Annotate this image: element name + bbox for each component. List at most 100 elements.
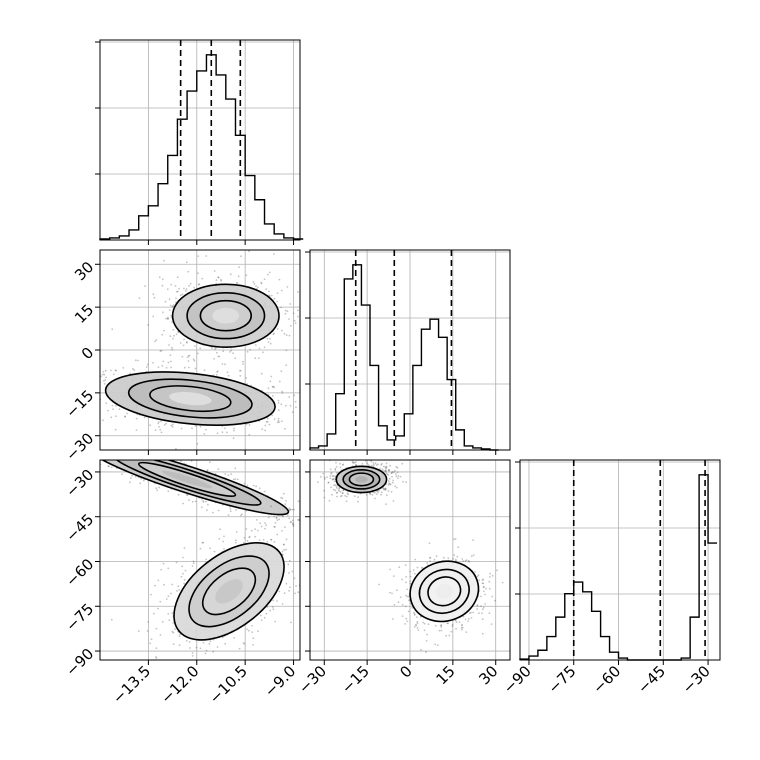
p20-point [353, 532, 355, 534]
p21-point [327, 481, 330, 484]
p10-point [224, 363, 226, 366]
p20-point [157, 455, 159, 457]
p10-point [183, 366, 186, 369]
p10-point [157, 366, 160, 369]
p21-point [330, 472, 332, 475]
p10-point [266, 337, 269, 340]
p20-point [167, 613, 170, 615]
p20-point [202, 501, 205, 503]
p10-point [171, 305, 174, 308]
p10-point [132, 367, 134, 370]
p10-point [294, 322, 297, 324]
p20-point [339, 530, 341, 532]
p10-point [176, 290, 179, 293]
p20-point [267, 516, 270, 519]
p21-point [485, 587, 487, 590]
p20-point [234, 467, 237, 470]
p21-point [375, 493, 378, 495]
p20-point [113, 446, 115, 448]
p20-point [106, 454, 108, 456]
p20-point [291, 523, 294, 526]
p20-point [96, 453, 98, 455]
p21-point [468, 561, 470, 563]
p21-point [462, 560, 465, 562]
p10-point [169, 304, 172, 307]
p10-point [229, 273, 232, 276]
p21-point [416, 566, 419, 569]
p20-point [185, 640, 188, 642]
p21-point [409, 570, 411, 573]
p20-point [281, 550, 284, 553]
p10-point [221, 363, 224, 365]
p21-point [426, 633, 428, 636]
p10-ytick-label-0: −30 [62, 429, 97, 464]
p10-point [147, 324, 150, 326]
p20-point [305, 534, 307, 536]
p10-point [198, 283, 201, 286]
p21-point [476, 575, 479, 578]
p10-point [289, 303, 292, 305]
p10-point [311, 410, 313, 412]
p21-point [414, 572, 416, 575]
p20-point [146, 630, 149, 632]
p21-point [469, 612, 471, 615]
p21-point [451, 623, 454, 626]
p10-point [154, 429, 157, 431]
p21-point [440, 629, 443, 632]
p21-point [383, 488, 385, 491]
p10-point [192, 358, 195, 361]
p21-point [440, 624, 443, 626]
p20-point [293, 508, 295, 511]
p10-point [176, 276, 179, 279]
p10-point [249, 348, 252, 351]
p20-point [315, 528, 317, 530]
p20-point [280, 496, 282, 499]
p21-point [491, 574, 494, 577]
p10-point [248, 433, 251, 436]
p21-point [484, 603, 486, 605]
p22-xtick-label-4: −30 [679, 662, 714, 697]
p20-point [163, 583, 166, 586]
p21-point [489, 576, 491, 578]
p10-point [161, 333, 164, 336]
p21-point [453, 554, 456, 556]
p20-point [282, 492, 285, 495]
p20-point [206, 469, 209, 471]
p10-point [74, 381, 76, 383]
p10-point [161, 278, 164, 281]
p21-point [409, 575, 412, 578]
p20-point [167, 567, 170, 570]
p20-point [124, 457, 126, 459]
p21-point [323, 476, 326, 479]
p20-point [65, 458, 67, 460]
p20-point [116, 452, 118, 454]
p20-contour-0-2 [137, 461, 237, 497]
p20-point [97, 449, 99, 451]
p10-point [220, 279, 223, 282]
p20-density-1-3 [215, 579, 243, 604]
p20-point [176, 590, 178, 592]
p20-point [289, 508, 291, 511]
p20-point [307, 512, 309, 514]
p21-point [464, 618, 467, 621]
p20-point [200, 506, 203, 509]
p21-point [346, 492, 349, 495]
p20-point [140, 447, 142, 449]
p20-point [130, 477, 132, 479]
p10-point [258, 347, 261, 350]
p21-point [397, 475, 400, 477]
p20-point [188, 641, 191, 643]
p21-contour-1-0 [409, 560, 480, 623]
p21-point [364, 455, 366, 457]
p10-point [143, 416, 146, 419]
p10-point [110, 416, 113, 419]
p10-point [158, 426, 161, 428]
p21-point [356, 452, 358, 454]
p21-point [392, 618, 394, 620]
p21-point [330, 486, 332, 489]
p20-point [213, 550, 216, 553]
p20-point [240, 514, 242, 517]
p10-point [193, 359, 196, 362]
p10-point [152, 293, 155, 296]
p20-point [288, 507, 291, 510]
